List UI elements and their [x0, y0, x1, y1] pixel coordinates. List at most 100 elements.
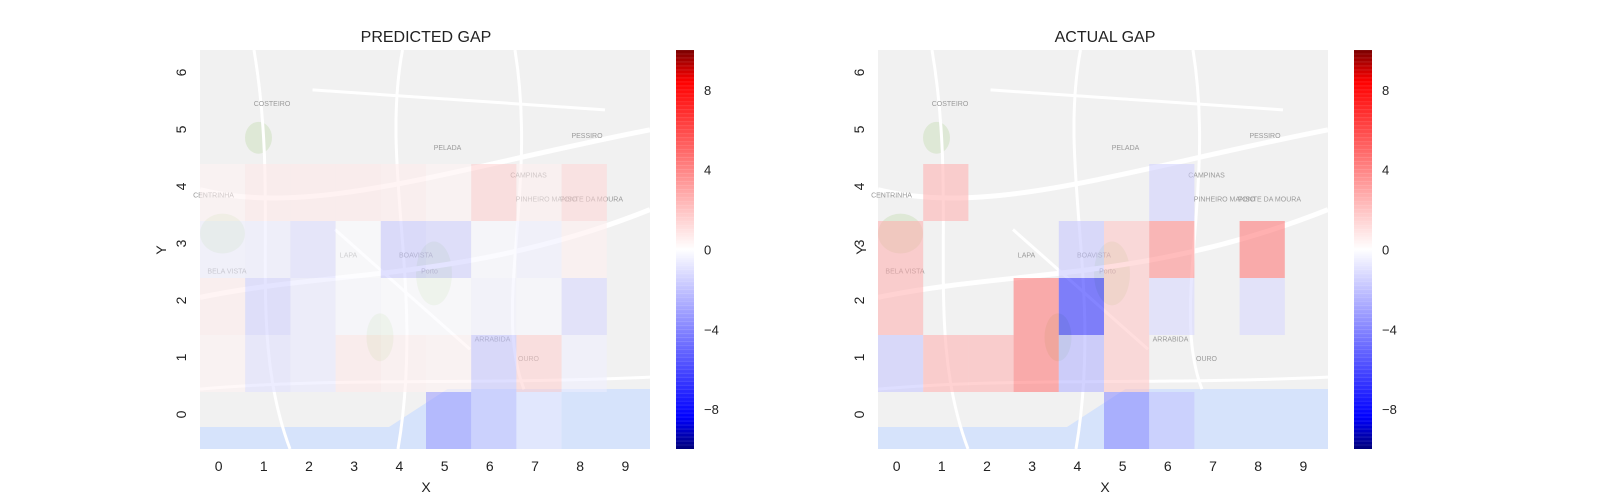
heatmap-cell: [200, 278, 246, 335]
heatmap-cell: [1058, 221, 1104, 278]
heatmap-cell: [471, 164, 517, 221]
colorbar-tick-label: −4: [704, 322, 719, 337]
map-place-label: ARRABIDA: [1153, 336, 1189, 343]
heatmap-cell: [1104, 335, 1150, 392]
chart-title: PREDICTED GAP: [361, 29, 492, 46]
y-axis-label: Y: [853, 245, 869, 255]
heatmap-cell: [200, 164, 246, 221]
heatmap-cell: [290, 278, 336, 335]
colorbar-tick-label: 8: [704, 83, 711, 98]
map-water: [878, 389, 1328, 449]
x-tick-label: 7: [1209, 458, 1217, 474]
y-tick-label: 4: [173, 182, 189, 190]
heatmap-cell: [426, 164, 472, 221]
x-tick-label: 2: [305, 458, 313, 474]
heatmap-cell: [426, 221, 472, 278]
heatmap-cell: [1013, 335, 1059, 392]
map-place-label: PESSIRO: [571, 133, 603, 140]
heatmap-cells: [200, 164, 607, 449]
colorbar-tick-label: −8: [704, 402, 719, 417]
heatmap-cell: [380, 335, 426, 392]
heatmap-cell: [923, 335, 969, 392]
y-tick-label: 3: [173, 239, 189, 247]
x-tick-label: 1: [938, 458, 946, 474]
heatmap-cell: [878, 221, 924, 278]
map-place-label: PINHEIRO MANSO: [1194, 197, 1256, 204]
heatmap-cell: [561, 278, 607, 335]
heatmap-cell: [245, 278, 291, 335]
heatmap-cell: [516, 221, 562, 278]
predicted-gap-panel: PREDICTED GAP COSTEIROPELADAPESSIROCAMPI…: [153, 29, 719, 495]
heatmap-cell: [1104, 221, 1150, 278]
map-road: [312, 88, 606, 112]
x-axis-label: X: [1100, 479, 1110, 495]
heatmap-cell: [1058, 335, 1104, 392]
heatmap-cell: [471, 392, 517, 449]
map-place-label: COSTEIRO: [932, 101, 969, 108]
x-tick-label: 7: [531, 458, 539, 474]
heatmap-cell: [1149, 221, 1195, 278]
colorbar-tick-label: 0: [1382, 243, 1389, 258]
heatmap-cell: [245, 164, 291, 221]
y-tick-labels: 0 1 2 3 4 5 6: [173, 68, 189, 418]
y-tick-label: 6: [851, 68, 867, 76]
x-tick-label: 8: [576, 458, 584, 474]
x-tick-label: 4: [1074, 458, 1082, 474]
y-tick-label: 5: [851, 125, 867, 133]
y-tick-label: 1: [173, 353, 189, 361]
y-tick-label: 0: [173, 410, 189, 418]
colorbar-gradient: [676, 50, 694, 449]
heatmap-cell: [1239, 278, 1285, 335]
y-tick-label: 0: [851, 410, 867, 418]
heatmap-cell: [516, 392, 562, 449]
map-place-label: LAPA: [1018, 252, 1036, 259]
y-tick-labels: 0 1 2 3 4 5 6: [851, 68, 867, 418]
heatmap-cell: [561, 335, 607, 392]
colorbar-tick-label: 4: [704, 163, 711, 178]
heatmap-cell: [200, 335, 246, 392]
heatmap-cell: [1149, 164, 1195, 221]
x-tick-label: 9: [622, 458, 630, 474]
map-place-label: OURO: [1196, 356, 1218, 363]
heatmap-cell: [245, 221, 291, 278]
heatmap-cell: [561, 221, 607, 278]
x-tick-labels: 0 1 2 3 4 5 6 7 8 9: [215, 458, 630, 474]
y-tick-label: 6: [173, 68, 189, 76]
heatmap-cell: [380, 278, 426, 335]
heatmap-cell: [380, 221, 426, 278]
heatmap-cells: [878, 164, 1285, 449]
y-tick-label: 1: [851, 353, 867, 361]
x-tick-labels: 0 1 2 3 4 5 6 7 8 9: [893, 458, 1308, 474]
heatmap-cell: [516, 335, 562, 392]
x-tick-label: 6: [1164, 458, 1172, 474]
heatmap-cell: [1149, 278, 1195, 335]
map-place-label: PESSIRO: [1249, 133, 1281, 140]
heatmap-cell: [471, 278, 517, 335]
colorbar-tick-label: 0: [704, 243, 711, 258]
heatmap-cell: [290, 221, 336, 278]
heatmap-cell: [335, 221, 381, 278]
colorbar-tick-label: −8: [1382, 402, 1397, 417]
map-place-label: COSTEIRO: [254, 101, 291, 108]
map-place-label: PELADA: [434, 145, 462, 152]
actual-gap-panel: ACTUAL GAP COSTEIRO PELADA PESSIRO CAMPINAS…: [851, 29, 1397, 495]
x-tick-label: 9: [1300, 458, 1308, 474]
y-tick-label: 2: [173, 296, 189, 304]
x-tick-label: 0: [215, 458, 223, 474]
colorbar-tick-label: 4: [1382, 163, 1389, 178]
x-tick-label: 1: [260, 458, 268, 474]
heatmap-cell: [426, 278, 472, 335]
heatmap-cell: [516, 164, 562, 221]
x-tick-label: 3: [350, 458, 358, 474]
heatmap-cell: [380, 164, 426, 221]
heatmap-cell: [561, 164, 607, 221]
map-place-label: CENTRINHA: [871, 193, 912, 200]
heatmap-cell: [1149, 392, 1195, 449]
map-road: [930, 49, 970, 450]
x-axis-label: X: [421, 479, 431, 495]
heatmap-cell: [1239, 221, 1285, 278]
heatmap-cell: [878, 278, 924, 335]
x-tick-label: 8: [1254, 458, 1262, 474]
map-place-label: FONTE DA MOURA: [1238, 197, 1301, 204]
